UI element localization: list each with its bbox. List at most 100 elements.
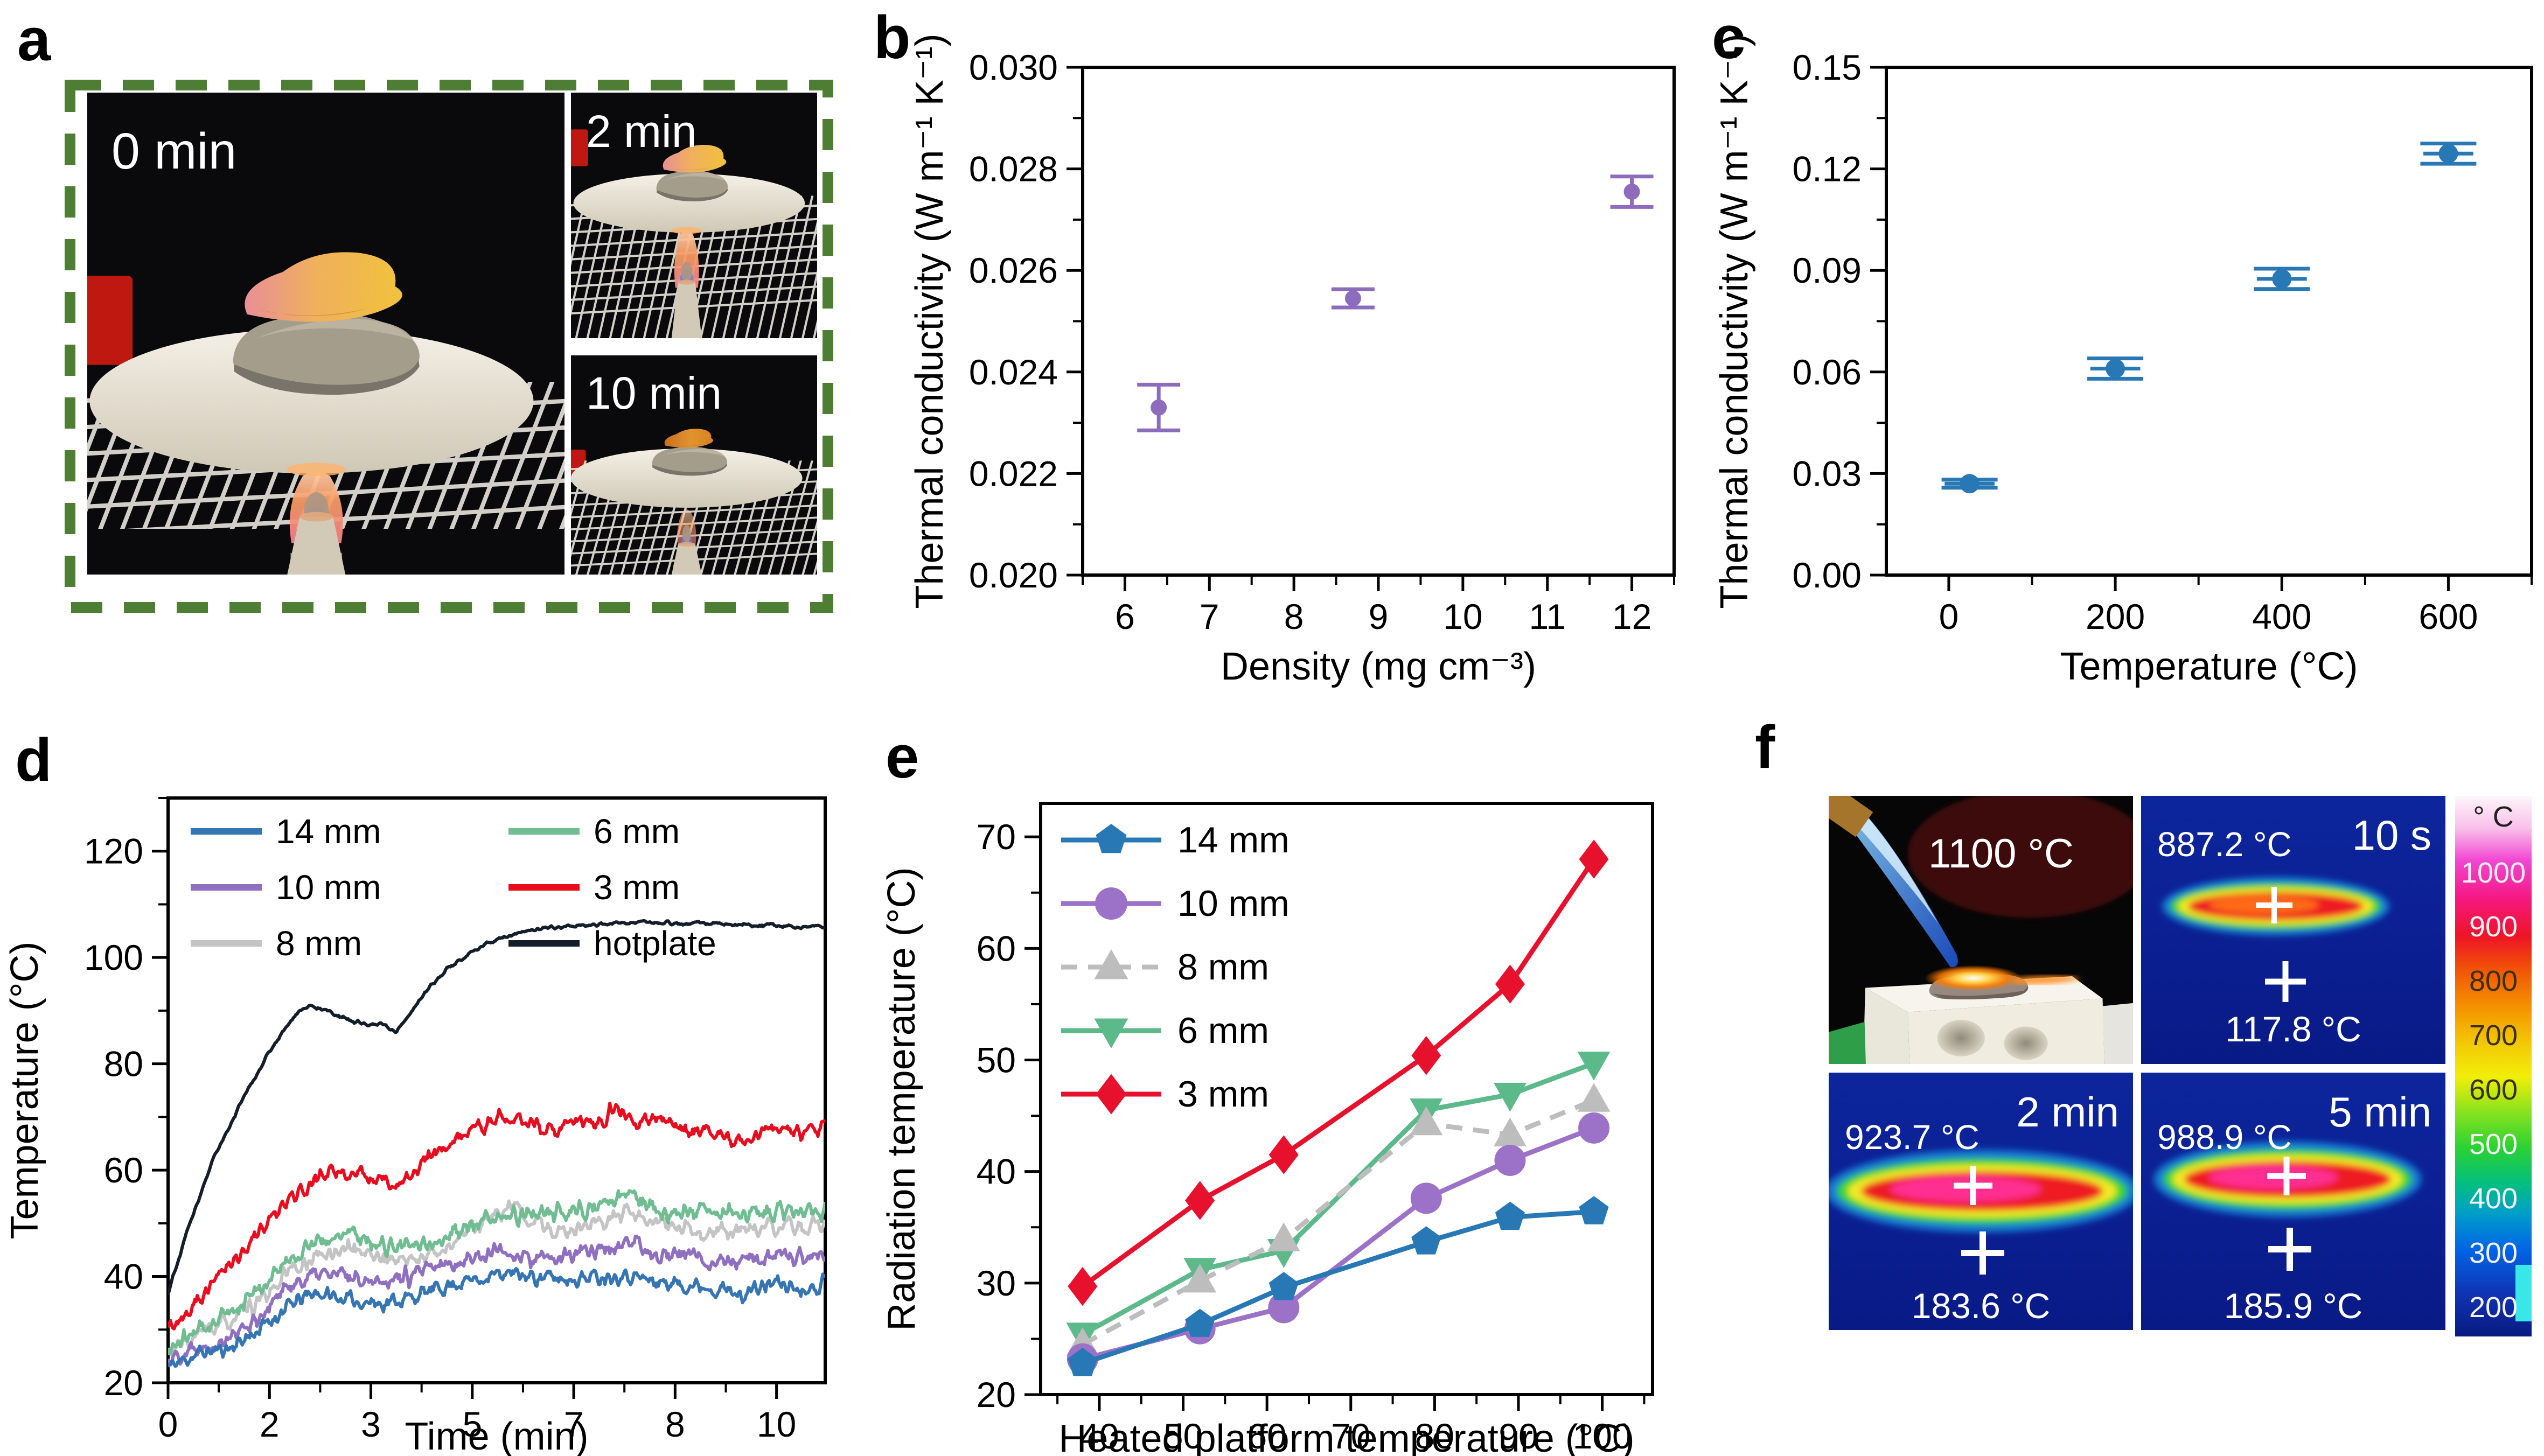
- svg-text:600: 600: [2418, 597, 2478, 636]
- thermal-image-10s: 887.2 °C 10 s 117.8 °C: [2141, 796, 2445, 1064]
- svg-text:20: 20: [104, 1363, 143, 1403]
- svg-text:0.15: 0.15: [1793, 47, 1862, 87]
- svg-text:0.03: 0.03: [1793, 453, 1862, 493]
- svg-text:40: 40: [1079, 1416, 1119, 1456]
- svg-text:0.028: 0.028: [969, 149, 1058, 189]
- svg-text:0: 0: [158, 1404, 178, 1444]
- photo-time-label: 10 min: [586, 368, 722, 418]
- svg-text:200: 200: [2086, 597, 2145, 636]
- series-3mm: [168, 1102, 825, 1331]
- colorbar-tick: 200: [2469, 1291, 2518, 1324]
- colorbar-tick: 800: [2469, 965, 2518, 998]
- panel-letter-a: a: [17, 6, 51, 73]
- svg-text:6: 6: [1115, 597, 1135, 636]
- svg-text:80: 80: [1415, 1416, 1454, 1456]
- colorbar-tick: 1000: [2461, 856, 2526, 889]
- svg-text:8 mm: 8 mm: [276, 924, 362, 963]
- flame-test-graphic: [571, 93, 817, 338]
- panel-a-flame-test: 0 min 2 min 10 min: [65, 80, 833, 613]
- svg-text:12: 12: [1612, 597, 1651, 636]
- svg-text:3 mm: 3 mm: [594, 868, 680, 907]
- svg-text:Thermal conductivity (W m⁻¹ K⁻: Thermal conductivity (W m⁻¹ K⁻¹): [908, 33, 951, 608]
- colorbar-tick: 600: [2469, 1074, 2518, 1107]
- flame-test-graphic: [87, 93, 564, 575]
- svg-text:40: 40: [104, 1257, 143, 1297]
- svg-text:14 mm: 14 mm: [1177, 820, 1290, 860]
- svg-text:0: 0: [1939, 597, 1959, 636]
- torch-temp-label: 1100 °C: [1928, 831, 2074, 877]
- elapsed-time-label: 5 min: [2329, 1088, 2431, 1136]
- spot-temp-label: 887.2 °C: [2157, 825, 2292, 864]
- series-3mm: [1081, 858, 1596, 1289]
- svg-text:6 mm: 6 mm: [594, 812, 680, 851]
- colorbar-tick: 400: [2469, 1182, 2518, 1215]
- svg-text:Thermal conductivity (W m⁻¹ K⁻: Thermal conductivity (W m⁻¹ K⁻¹): [1713, 33, 1756, 608]
- panel-letter-e: e: [886, 723, 919, 790]
- spot-temp-label: 988.9 °C: [2157, 1118, 2292, 1157]
- svg-text:0.024: 0.024: [969, 352, 1058, 392]
- panel-letter-f: f: [1755, 713, 1775, 781]
- torch-photo: 1100 °C: [1829, 796, 2133, 1064]
- svg-text:Radiation temperature (°C): Radiation temperature (°C): [883, 867, 923, 1331]
- ref-temp-label: 183.6 °C: [1911, 1286, 2051, 1326]
- ref-temp-label: 185.9 °C: [2224, 1286, 2363, 1326]
- colorbar-unit-label: ° C: [2473, 801, 2514, 833]
- colorbar-tick: 300: [2469, 1236, 2518, 1269]
- series-14mm: [1082, 1209, 1594, 1366]
- thermal-image-2min: 923.7 °C 2 min 183.6 °C: [1829, 1073, 2133, 1330]
- photo-time-label: 2 min: [586, 106, 697, 157]
- svg-text:60: 60: [104, 1150, 143, 1190]
- thermal-colorbar: ° C 1000 900 800 700 600 500 400 300 200: [2455, 796, 2532, 1336]
- svg-text:0.020: 0.020: [969, 555, 1058, 595]
- svg-text:7: 7: [564, 1404, 584, 1444]
- svg-text:8 mm: 8 mm: [1177, 947, 1269, 988]
- chart-thermal-conductivity-vs-temperature: 0 200 400 600 0.00 0.03 0.06 0.09 0.12 0.15 Temper…: [1713, 33, 2533, 688]
- svg-text:Temperature (°C): Temperature (°C): [2060, 645, 2358, 688]
- svg-text:70: 70: [1331, 1416, 1370, 1456]
- dashed-border: [65, 80, 833, 613]
- chart-thermal-conductivity-vs-density: 6 7 8 9 10 11 12 0.020 0.022 0.024 0.026 0.028 0.030…: [908, 33, 1676, 688]
- series-8mm: [1081, 1097, 1595, 1347]
- svg-text:2: 2: [260, 1404, 280, 1444]
- svg-text:Heated platform temperature (°: Heated platform temperature (°C): [1058, 1417, 1634, 1456]
- svg-text:6 mm: 6 mm: [1177, 1010, 1269, 1051]
- svg-text:3 mm: 3 mm: [1177, 1074, 1269, 1115]
- thermal-blob-graphic: [2153, 1141, 2422, 1271]
- svg-text:20: 20: [977, 1375, 1016, 1415]
- svg-text:10 mm: 10 mm: [276, 868, 381, 907]
- photo-2min: 2 min: [571, 93, 817, 338]
- svg-text:40: 40: [977, 1152, 1016, 1192]
- thermal-blob-graphic: [1829, 1150, 2133, 1275]
- svg-text:60: 60: [977, 928, 1016, 968]
- series-hotplate: [168, 919, 825, 1295]
- photo-time-label: 0 min: [111, 123, 237, 180]
- svg-text:8: 8: [1284, 597, 1304, 636]
- svg-text:0.09: 0.09: [1793, 250, 1862, 290]
- svg-text:0.00: 0.00: [1793, 555, 1862, 595]
- svg-text:5: 5: [462, 1404, 482, 1444]
- svg-text:10: 10: [757, 1404, 796, 1444]
- spot-temp-label: 923.7 °C: [1845, 1118, 1980, 1157]
- svg-text:7: 7: [1200, 597, 1219, 636]
- svg-text:3: 3: [361, 1404, 381, 1444]
- svg-text:hotplate: hotplate: [594, 924, 716, 963]
- svg-text:0.030: 0.030: [969, 47, 1058, 87]
- svg-text:Density (mg cm⁻³): Density (mg cm⁻³): [1221, 645, 1536, 688]
- panel-letter-b: b: [874, 4, 911, 71]
- svg-text:100: 100: [84, 937, 143, 977]
- svg-text:0.12: 0.12: [1793, 149, 1862, 189]
- series-6mm: [1081, 1061, 1595, 1337]
- series-14mm: [168, 1266, 825, 1368]
- svg-text:50: 50: [1163, 1416, 1203, 1456]
- chart-temperature-vs-time: 0 2 3 5 7 8 10 20 40 60 80 100 120 Time (min) Temperat…: [3, 796, 827, 1456]
- svg-text:0.022: 0.022: [969, 453, 1058, 493]
- torch-graphic: [1829, 796, 2133, 1064]
- svg-text:90: 90: [1498, 1416, 1538, 1456]
- svg-text:9: 9: [1369, 597, 1389, 636]
- svg-text:Temperature (°C): Temperature (°C): [3, 942, 46, 1240]
- thermal-blob-graphic: [2162, 877, 2389, 1002]
- colorbar-tick: 500: [2469, 1128, 2518, 1161]
- svg-text:400: 400: [2252, 597, 2311, 636]
